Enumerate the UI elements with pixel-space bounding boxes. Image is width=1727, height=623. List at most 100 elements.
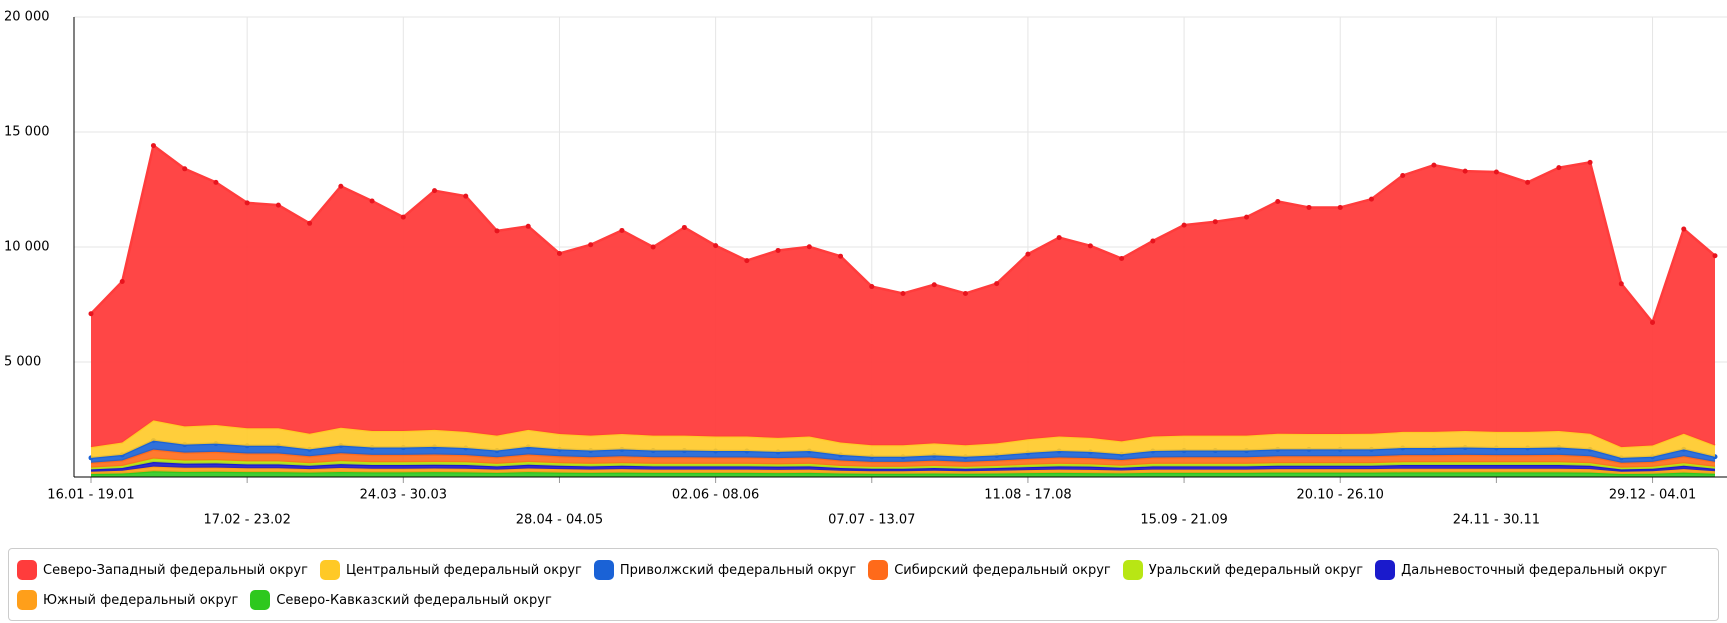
legend-label: Сибирский федеральный округ <box>894 562 1111 578</box>
legend-swatch <box>1122 560 1143 580</box>
point <box>275 202 281 208</box>
area <box>91 145 1715 448</box>
point <box>650 244 656 250</box>
point <box>432 188 438 194</box>
point <box>1712 253 1718 259</box>
point <box>1306 204 1312 210</box>
legend-label: Приволжский федеральный округ <box>619 562 857 578</box>
point <box>900 290 906 296</box>
point <box>744 258 750 264</box>
x-tick-label: 17.02 - 23.02 <box>203 513 290 528</box>
point <box>307 220 313 226</box>
point <box>1556 165 1562 171</box>
x-tick-label: 07.07 - 13.07 <box>828 513 915 528</box>
legend-swatch <box>593 560 614 580</box>
point <box>1337 204 1343 210</box>
point <box>1525 179 1531 185</box>
y-tick-label: 15 000 <box>4 125 50 140</box>
legend-swatch <box>1375 560 1396 580</box>
legend-label: Уральский федеральный округ <box>1148 562 1364 578</box>
point <box>400 214 406 220</box>
legend-item[interactable]: Дальневосточный федеральный округ <box>1375 555 1667 585</box>
point <box>213 179 219 185</box>
point <box>1368 196 1374 202</box>
legend-swatch <box>17 590 37 610</box>
legend-label: Северо-Кавказский федеральный округ <box>276 592 552 608</box>
legend-label: Северо-Западный федеральный округ <box>43 562 308 578</box>
point <box>619 227 625 233</box>
point <box>931 282 937 288</box>
x-tick-label: 02.06 - 08.06 <box>672 488 759 503</box>
legend-label: Дальневосточный федеральный округ <box>1401 562 1668 578</box>
point <box>1056 235 1062 241</box>
point <box>962 290 968 296</box>
legend-item[interactable]: Южный федеральный округ <box>17 585 238 615</box>
point <box>182 166 188 172</box>
x-tick-label: 16.01 - 19.01 <box>47 488 134 503</box>
x-tick-label: 28.04 - 04.05 <box>516 513 603 528</box>
point <box>806 244 812 250</box>
point <box>1119 256 1125 261</box>
point <box>88 311 94 317</box>
x-tick-label: 11.08 - 17.08 <box>984 488 1071 503</box>
legend-label: Центральный федеральный округ <box>345 562 582 578</box>
x-tick-label: 15.09 - 21.09 <box>1140 513 1227 528</box>
point <box>1681 226 1687 232</box>
point <box>869 284 875 290</box>
point <box>1587 159 1593 165</box>
point <box>1650 319 1656 325</box>
point <box>1150 238 1156 244</box>
area <box>91 449 1715 468</box>
legend-item[interactable]: Приволжский федеральный округ <box>593 555 857 585</box>
point <box>150 143 156 149</box>
legend-item[interactable]: Северо-Западный федеральный округ <box>17 555 308 585</box>
point <box>994 281 1000 287</box>
legend-label: Южный федеральный округ <box>43 592 239 608</box>
point <box>1275 198 1281 204</box>
area <box>91 420 1715 458</box>
point <box>1025 251 1031 257</box>
point <box>1493 169 1499 175</box>
point <box>1431 162 1437 168</box>
point <box>1212 219 1218 225</box>
point <box>1462 168 1468 174</box>
x-tick-label: 20.10 - 26.10 <box>1297 488 1384 503</box>
y-tick-label: 20 000 <box>4 10 50 25</box>
point <box>838 253 844 259</box>
point <box>525 223 531 229</box>
legend-item[interactable]: Северо-Кавказский федеральный округ <box>250 585 552 615</box>
area <box>91 440 1715 463</box>
point <box>463 193 469 199</box>
point <box>1087 243 1093 249</box>
x-tick-label: 24.03 - 30.03 <box>360 488 447 503</box>
point <box>1618 281 1624 287</box>
point <box>494 228 500 234</box>
point <box>338 183 344 189</box>
legend-item[interactable]: Сибирский федеральный округ <box>868 555 1111 585</box>
legend-swatch <box>250 590 271 610</box>
legend: Северо-Западный федеральный округ Централ… <box>8 548 1719 621</box>
point <box>244 200 250 206</box>
point <box>588 242 594 248</box>
y-tick-label: 10 000 <box>4 240 50 255</box>
legend-swatch <box>868 560 889 580</box>
y-tick-label: 5 000 <box>4 355 41 370</box>
point <box>775 247 781 253</box>
point <box>556 250 562 256</box>
point <box>1400 172 1406 178</box>
point <box>1244 214 1250 220</box>
point <box>681 224 687 230</box>
legend-item[interactable]: Центральный федеральный округ <box>319 555 582 585</box>
legend-item[interactable]: Уральский федеральный округ <box>1122 555 1364 585</box>
point <box>713 243 719 249</box>
chart: 5 000 10 000 15 000 20 000 16.01 - 19.01 17.0… <box>4 10 1727 528</box>
legend-swatch <box>319 560 340 580</box>
area <box>91 462 1715 472</box>
legend-swatch <box>17 560 37 580</box>
point <box>369 198 375 204</box>
area <box>91 466 1715 475</box>
point <box>119 279 125 284</box>
x-tick-label: 29.12 - 04.01 <box>1609 488 1696 503</box>
point <box>1181 222 1187 228</box>
